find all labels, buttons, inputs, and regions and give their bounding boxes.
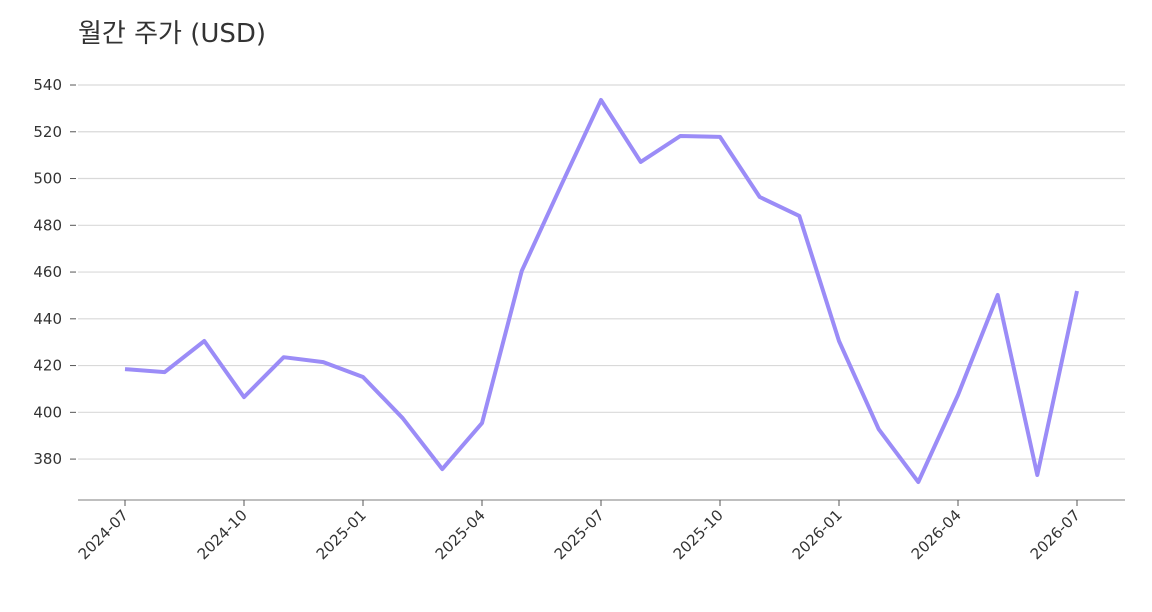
y-tick-label: 500 [33,170,62,188]
y-tick-label: 480 [33,216,62,234]
y-tick-label: 400 [33,403,62,421]
x-tick-label: 2026-07 [1027,506,1084,563]
line [124,98,1079,484]
x-tick-label: 2025-04 [432,506,489,563]
y-tick-label: 520 [33,123,62,141]
x-tick-label: 2025-10 [670,506,727,563]
x-tick-label: 2026-01 [789,506,846,563]
x-tick-label: 2026-04 [908,506,965,563]
y-tick-label: 460 [33,263,62,281]
y-tick-label: 420 [33,357,62,375]
x-tick-label: 2025-07 [551,506,608,563]
x-tick-label: 2025-01 [313,506,370,563]
y-tick-label: 440 [33,310,62,328]
y-tick-label: 540 [33,76,62,94]
chart-title: 월간 주가 (USD) [78,19,266,49]
x-tick-label: 2024-07 [75,506,132,563]
x-tick-label: 2024-10 [194,506,251,563]
y-tick-label: 380 [33,450,62,468]
